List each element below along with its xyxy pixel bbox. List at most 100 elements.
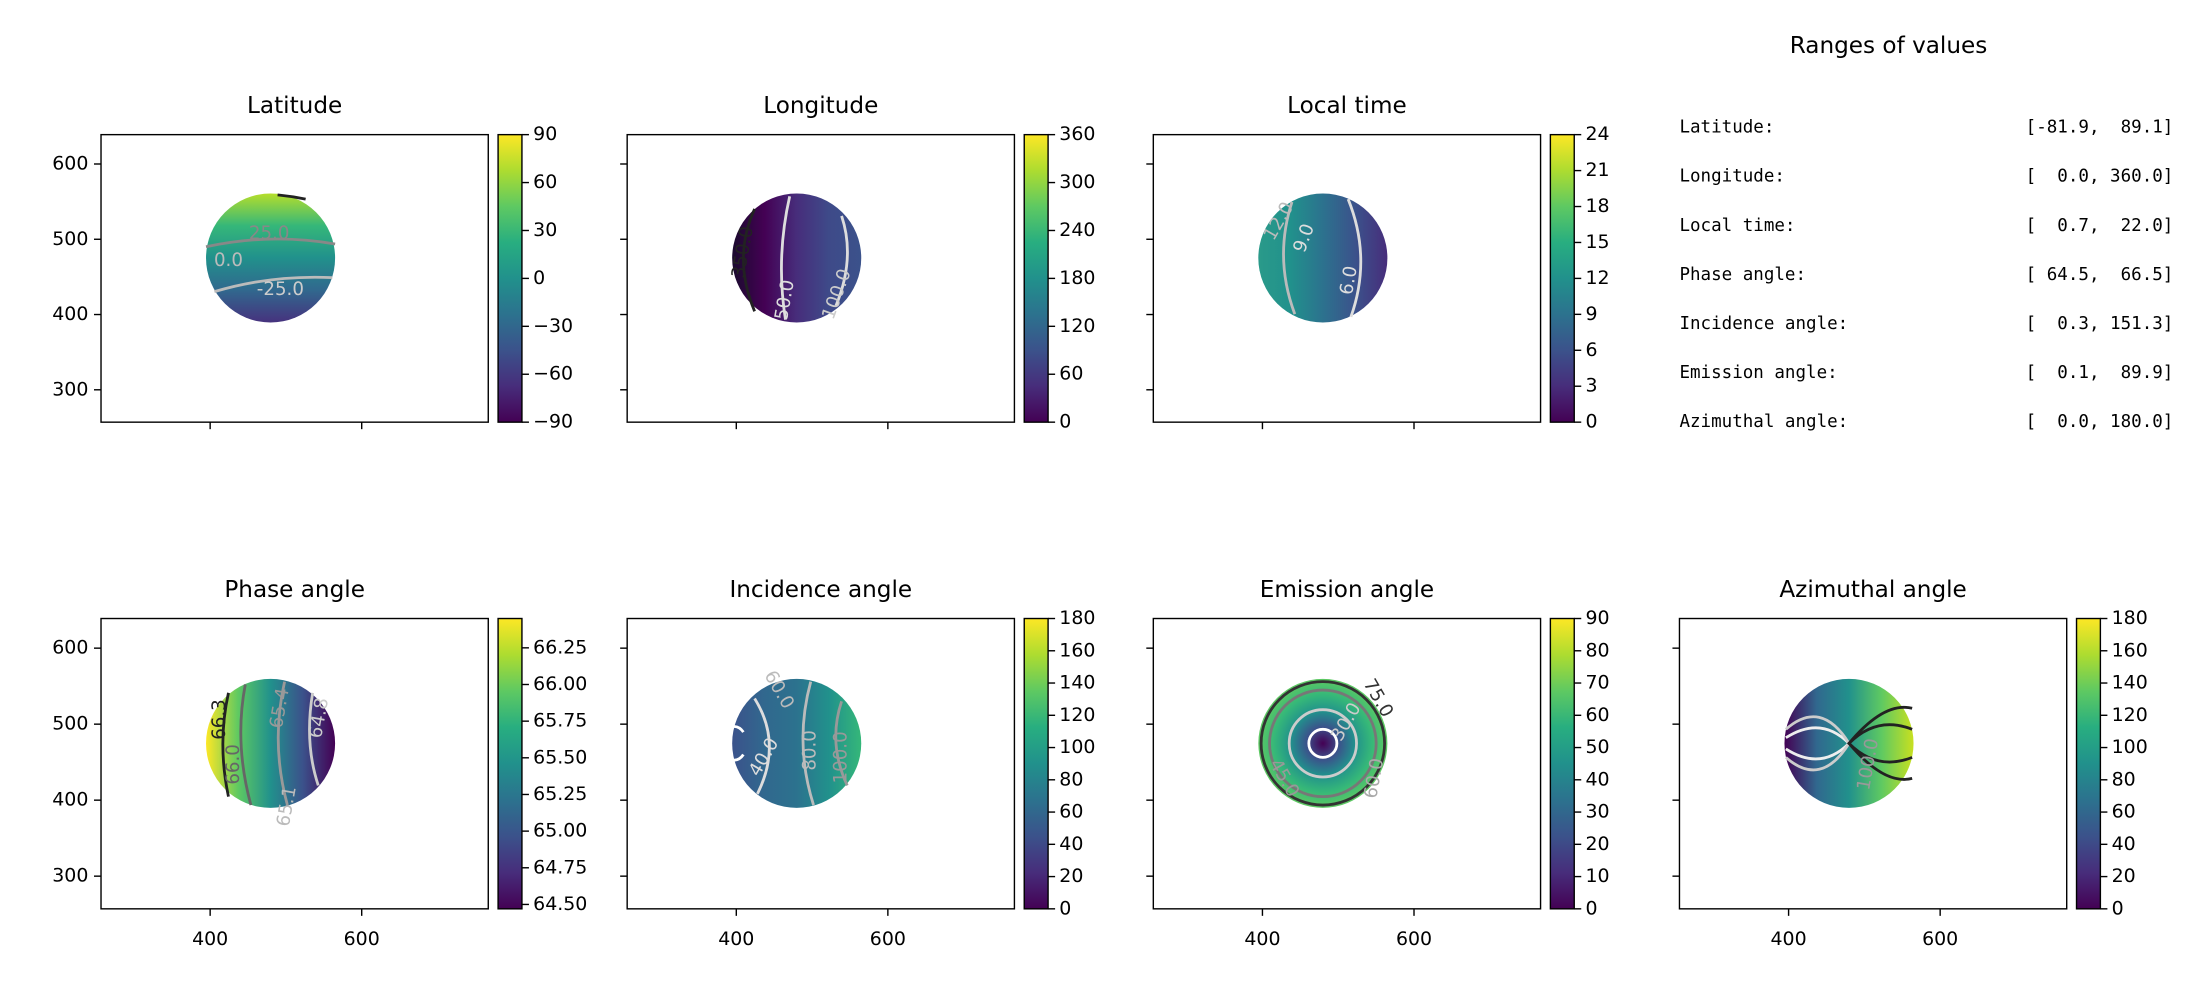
colorbar-tick-label: 120 — [1059, 315, 1095, 337]
range-value: [ 0.0, 180.0] — [2026, 412, 2174, 432]
contour-line — [801, 681, 815, 806]
colorbar-tick-label: 64.75 — [533, 856, 587, 878]
colorbar-tick-label: 100 — [2112, 736, 2148, 758]
colorbar-tick-label: 90 — [1585, 607, 1609, 629]
contour-line — [1847, 705, 1913, 781]
contour-line — [1259, 680, 1386, 807]
colorbar-tick-label: 15 — [1585, 231, 1609, 253]
colorbar-tick-label: 120 — [1059, 704, 1095, 726]
x-tick-label: 600 — [1396, 928, 1432, 950]
contour-label: -25.0 — [257, 279, 304, 300]
colorbar-tick-label: 18 — [1585, 195, 1609, 217]
panel-title: Incidence angle — [729, 577, 912, 603]
colorbar-tick-label: 0 — [533, 267, 545, 289]
axes-frame — [1152, 617, 1542, 910]
panel-title: Latitude — [247, 93, 342, 119]
colorbar-tick-label: 64.50 — [533, 893, 587, 915]
axes-frame — [626, 133, 1016, 423]
panel-title: Longitude — [763, 93, 878, 119]
x-tick-label: 600 — [1922, 928, 1958, 950]
colorbar-tick-label: 12 — [1585, 267, 1609, 289]
contour-line — [239, 684, 253, 806]
contour-line — [1346, 198, 1363, 318]
panel-title: Phase angle — [224, 577, 365, 603]
range-value: [-81.9, 89.1] — [2026, 118, 2174, 138]
contour-line — [308, 692, 320, 786]
contour-label: 66.0 — [223, 744, 244, 785]
contour-line — [1282, 201, 1297, 315]
range-label: Emission angle: — [1679, 363, 1837, 383]
colorbar-tick-label: 60 — [533, 171, 557, 193]
contour-label: 0.0 — [214, 250, 243, 271]
colorbar-tick-label: 40 — [1059, 833, 1083, 855]
y-tick-label: 500 — [52, 713, 88, 735]
x-tick-label: 400 — [1771, 928, 1807, 950]
colorbar-tick-label: 40 — [1585, 768, 1609, 790]
colorbar-tick-label: 60 — [1059, 363, 1083, 385]
colorbar-tick-label: 50 — [1585, 736, 1609, 758]
colorbar-tick-label: 65.50 — [533, 746, 587, 768]
range-label: Longitude: — [1679, 167, 1784, 187]
colorbar-tick-label: −30 — [533, 315, 573, 337]
y-tick-label: 400 — [52, 789, 88, 811]
colorbar-tick-label: 20 — [1059, 865, 1083, 887]
colorbar-tick-label: 80 — [1059, 768, 1083, 790]
range-value: [ 64.5, 66.5] — [2026, 265, 2174, 285]
colorbar-tick-label: 0 — [2112, 897, 2124, 919]
colorbar-tick-label: 9 — [1585, 303, 1597, 325]
colorbar-tick-label: 180 — [1059, 267, 1095, 289]
colorbar-tick-label: 300 — [1059, 171, 1095, 193]
colorbar-tick-label: 24 — [1585, 123, 1609, 145]
colorbar — [1023, 133, 1049, 423]
colorbar-tick-label: 160 — [1059, 639, 1095, 661]
colorbar-tick-label: 20 — [1585, 833, 1609, 855]
ranges-title: Ranges of values — [1790, 33, 1988, 59]
range-value: [ 0.7, 22.0] — [2026, 216, 2174, 236]
colorbar-tick-label: −60 — [533, 363, 573, 385]
axes-frame — [1152, 133, 1542, 423]
axes-frame — [100, 133, 489, 423]
x-tick-label: 400 — [1244, 928, 1280, 950]
colorbar-tick-label: 65.75 — [533, 710, 587, 732]
x-tick-label: 400 — [718, 928, 754, 950]
colorbar-tick-label: 0 — [1585, 411, 1597, 433]
y-tick-label: 300 — [52, 865, 88, 887]
colorbar — [2075, 617, 2102, 910]
range-label: Phase angle: — [1679, 265, 1806, 285]
planet-disk — [732, 193, 862, 323]
colorbar-tick-label: 160 — [2112, 639, 2148, 661]
contour-line — [834, 215, 849, 307]
colorbar-tick-label: 20 — [2112, 865, 2136, 887]
y-tick-label: 600 — [52, 637, 88, 659]
colorbar-tick-label: 80 — [2112, 768, 2136, 790]
colorbar-tick-label: 10 — [1585, 865, 1609, 887]
colorbar-tick-label: 30 — [533, 219, 557, 241]
colorbar-tick-label: 180 — [2112, 607, 2148, 629]
colorbar-tick-label: 60 — [2112, 801, 2136, 823]
colorbar — [497, 617, 523, 910]
contour-label: 66.3 — [209, 699, 230, 740]
colorbar-tick-label: 90 — [533, 123, 557, 145]
planet-disk — [1258, 193, 1388, 323]
colorbar-tick-label: 360 — [1059, 123, 1095, 145]
range-value: [ 0.0, 360.0] — [2026, 167, 2174, 187]
colorbar-tick-label: 70 — [1585, 672, 1609, 694]
x-tick-label: 600 — [344, 928, 380, 950]
contour-line — [1268, 688, 1378, 799]
colorbar-tick-label: 120 — [2112, 704, 2148, 726]
y-tick-label: 600 — [52, 152, 88, 174]
contour-label: 100.0 — [831, 731, 852, 783]
colorbar-tick-label: 140 — [1059, 672, 1095, 694]
axes-frame — [626, 617, 1016, 910]
panel-title: Local time — [1287, 93, 1407, 119]
colorbar-tick-label: 240 — [1059, 219, 1095, 241]
colorbar — [1549, 133, 1575, 423]
axes-frame — [1678, 617, 2068, 910]
panel-title: Azimuthal angle — [1779, 577, 1966, 603]
contour-label: 25.0 — [249, 223, 290, 244]
contour-label: 80.0 — [800, 730, 821, 771]
colorbar — [1023, 617, 1049, 910]
colorbar-tick-label: 140 — [2112, 672, 2148, 694]
colorbar-tick-label: 60 — [1585, 704, 1609, 726]
